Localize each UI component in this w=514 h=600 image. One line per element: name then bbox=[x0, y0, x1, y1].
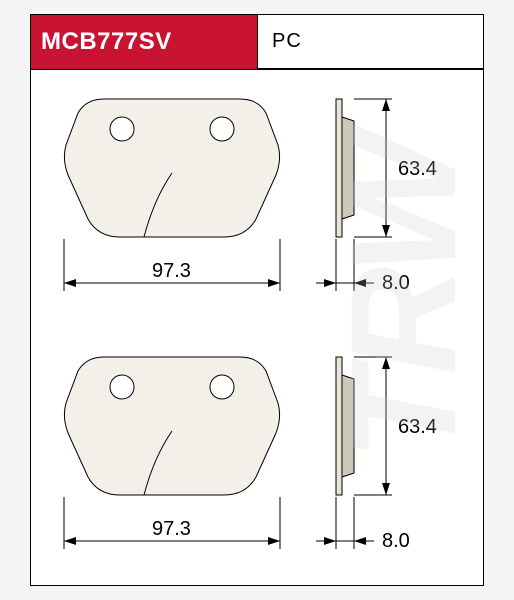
dim-height-top-value: 63.4 bbox=[398, 158, 437, 180]
pad-bottom-group: 63.4 97.3 8.0 bbox=[30, 327, 484, 585]
dim-thick-bottom-value: 8.0 bbox=[382, 530, 410, 552]
part-number: MCB777SV bbox=[41, 28, 172, 56]
diagram-canvas: MCB777SV PC bbox=[30, 14, 484, 586]
friction-material bbox=[342, 375, 354, 477]
bolt-hole-left bbox=[110, 117, 134, 141]
bolt-hole-left bbox=[110, 375, 134, 399]
dim-width-bottom-value: 97.3 bbox=[152, 518, 191, 540]
dim-width-top-value: 97.3 bbox=[152, 260, 191, 282]
pad-bottom-side bbox=[336, 357, 354, 495]
pad-top-side bbox=[336, 99, 354, 237]
friction-material bbox=[342, 117, 354, 219]
header-code-box: PC bbox=[257, 15, 483, 69]
dim-thick-top: 8.0 bbox=[316, 239, 410, 294]
backing-plate bbox=[336, 357, 342, 495]
pad-top-face bbox=[64, 99, 279, 237]
pad-bottom-face bbox=[64, 357, 279, 495]
dim-width-top: 97.3 bbox=[64, 239, 280, 291]
bolt-hole-right bbox=[210, 117, 234, 141]
dim-height-bottom: 63.4 bbox=[354, 357, 437, 495]
dim-thick-top-value: 8.0 bbox=[382, 272, 410, 294]
pad-top-group: 63.4 97.3 8.0 bbox=[30, 69, 484, 327]
header-code: PC bbox=[272, 30, 302, 53]
backing-plate bbox=[336, 99, 342, 237]
dim-height-top: 63.4 bbox=[354, 99, 437, 237]
bolt-hole-right bbox=[210, 375, 234, 399]
dim-width-bottom: 97.3 bbox=[64, 497, 280, 549]
pad-outline bbox=[64, 99, 279, 237]
pad-outline bbox=[64, 357, 279, 495]
header: MCB777SV PC bbox=[31, 15, 483, 69]
header-part-number-box: MCB777SV bbox=[31, 15, 257, 69]
drawing-area: 63.4 97.3 8.0 bbox=[30, 69, 484, 585]
dim-height-bottom-value: 63.4 bbox=[398, 416, 437, 438]
dim-thick-bottom: 8.0 bbox=[316, 497, 410, 552]
